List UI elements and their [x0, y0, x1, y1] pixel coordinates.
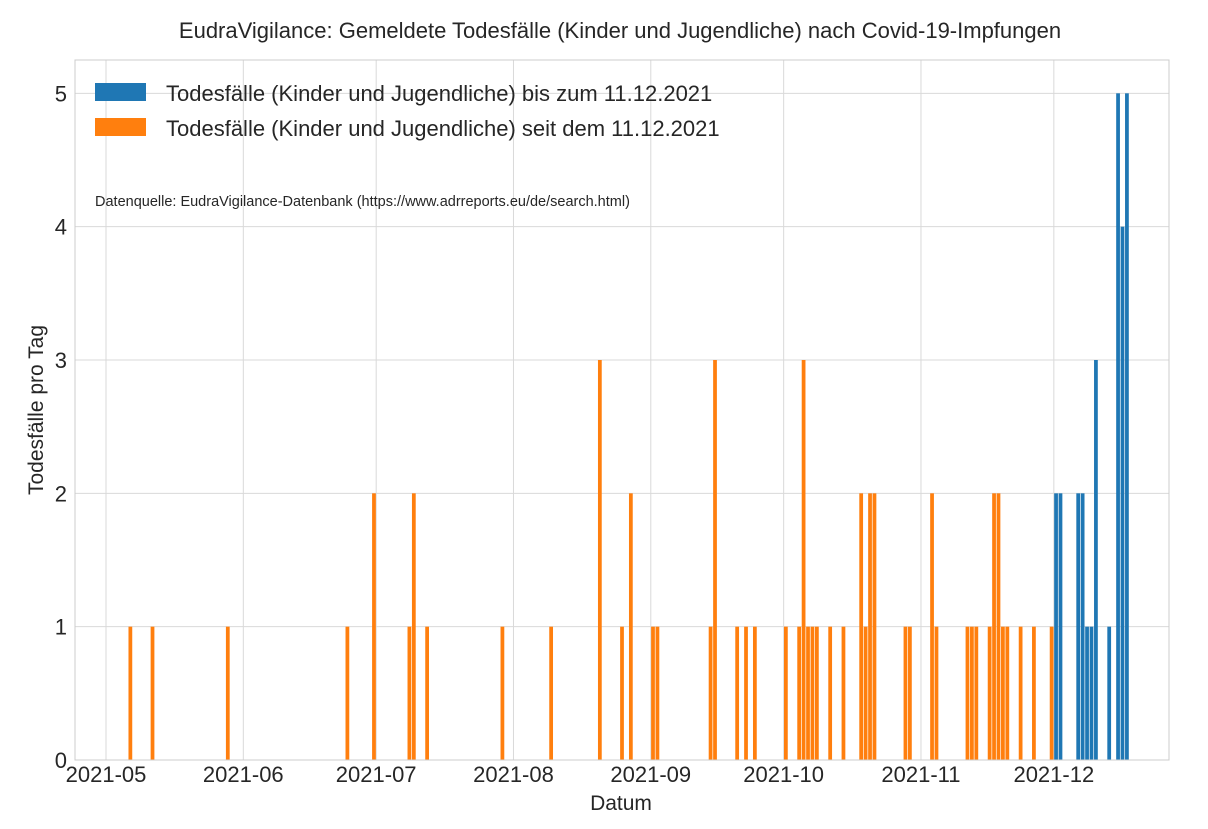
bar-since-11-12-2021 — [549, 626, 554, 760]
gridlines — [75, 60, 1169, 761]
bar-until-11-12-2021 — [1054, 493, 1058, 760]
bar-since-11-12-2021 — [411, 493, 416, 760]
bar-since-11-12-2021 — [651, 626, 655, 760]
x-axis-label: Datum — [590, 792, 652, 815]
bar-since-11-12-2021 — [1005, 626, 1010, 760]
bar-since-11-12-2021 — [225, 626, 230, 760]
bar-until-11-12-2021 — [1058, 493, 1063, 760]
bar-since-11-12-2021 — [987, 626, 992, 760]
bar-since-11-12-2021 — [784, 626, 788, 760]
bar-since-11-12-2021 — [735, 626, 740, 760]
bar-since-11-12-2021 — [752, 626, 757, 760]
bar-since-11-12-2021 — [1049, 626, 1054, 760]
y-tick-label: 0 — [55, 748, 67, 773]
x-tick-label: 2021-07 — [336, 762, 417, 787]
bars — [128, 93, 1129, 761]
bar-since-11-12-2021 — [801, 360, 806, 760]
bar-since-11-12-2021 — [859, 493, 864, 760]
bar-until-11-12-2021 — [1125, 93, 1129, 760]
bar-since-11-12-2021 — [841, 626, 846, 760]
bar-until-11-12-2021 — [1120, 226, 1125, 761]
bar-since-11-12-2021 — [128, 626, 133, 760]
x-tick-label: 2021-12 — [1013, 762, 1094, 787]
bar-since-11-12-2021 — [620, 626, 624, 760]
bar-since-11-12-2021 — [965, 626, 970, 760]
y-tick-label: 5 — [55, 81, 67, 106]
bar-since-11-12-2021 — [1018, 626, 1023, 760]
bar-since-11-12-2021 — [992, 493, 996, 760]
bar-since-11-12-2021 — [828, 626, 833, 760]
x-tick-label: 2021-10 — [743, 762, 824, 787]
legend: Todesfälle (Kinder und Jugendliche) bis … — [95, 81, 720, 141]
bar-since-11-12-2021 — [996, 493, 1001, 760]
bar-since-11-12-2021 — [1001, 626, 1005, 760]
x-tick-label: 2021-08 — [473, 762, 554, 787]
bar-since-11-12-2021 — [372, 493, 376, 760]
y-tick-label: 3 — [55, 348, 67, 373]
x-tick-label: 2021-11 — [881, 762, 960, 787]
bar-since-11-12-2021 — [806, 626, 810, 760]
legend-swatch-orange — [95, 118, 146, 136]
data-source-annotation: Datenquelle: EudraVigilance-Datenbank (h… — [95, 194, 630, 210]
bar-since-11-12-2021 — [863, 626, 868, 760]
legend-entry-orange: Todesfälle (Kinder und Jugendliche) seit… — [166, 116, 720, 141]
x-tick-label: 2021-09 — [610, 762, 691, 787]
bar-until-11-12-2021 — [1107, 626, 1112, 760]
bar-since-11-12-2021 — [810, 626, 815, 760]
bar-since-11-12-2021 — [797, 626, 802, 760]
bar-since-11-12-2021 — [744, 626, 748, 760]
y-tick-label: 1 — [55, 615, 67, 640]
bar-until-11-12-2021 — [1094, 360, 1098, 760]
tick-labels: 0 1 2 3 4 5 2021-05 2021-06 2021-07 2021-08 2021-0… — [55, 81, 1094, 787]
bar-since-11-12-2021 — [868, 493, 872, 760]
bar-since-11-12-2021 — [708, 626, 713, 760]
bar-since-11-12-2021 — [970, 626, 974, 760]
bar-since-11-12-2021 — [628, 493, 633, 760]
bar-since-11-12-2021 — [655, 626, 660, 760]
legend-swatch-blue — [95, 83, 146, 101]
bar-since-11-12-2021 — [903, 626, 908, 760]
bar-since-11-12-2021 — [934, 626, 939, 760]
bar-since-11-12-2021 — [930, 493, 934, 760]
x-tick-label: 2021-06 — [203, 762, 284, 787]
y-tick-label: 4 — [55, 215, 67, 240]
bar-since-11-12-2021 — [908, 626, 912, 760]
x-tick-label: 2021-05 — [66, 762, 147, 787]
bar-until-11-12-2021 — [1085, 626, 1089, 760]
y-tick-label: 2 — [55, 481, 67, 506]
bar-since-11-12-2021 — [500, 626, 505, 760]
bar-until-11-12-2021 — [1076, 493, 1081, 760]
bar-since-11-12-2021 — [872, 493, 877, 760]
bar-since-11-12-2021 — [1032, 626, 1036, 760]
bar-since-11-12-2021 — [345, 626, 350, 760]
bar-until-11-12-2021 — [1080, 493, 1085, 760]
plot-frame — [74, 59, 1170, 761]
legend-entry-blue: Todesfälle (Kinder und Jugendliche) bis … — [166, 81, 712, 106]
bar-since-11-12-2021 — [425, 626, 429, 760]
bar-since-11-12-2021 — [407, 626, 412, 760]
bar-since-11-12-2021 — [815, 626, 819, 760]
bar-until-11-12-2021 — [1089, 626, 1094, 760]
bar-since-11-12-2021 — [597, 360, 602, 760]
chart-title: EudraVigilance: Gemeldete Todesfälle (Ki… — [179, 18, 1061, 43]
bar-until-11-12-2021 — [1116, 93, 1120, 760]
bar-since-11-12-2021 — [713, 360, 717, 760]
bar-since-11-12-2021 — [974, 626, 979, 760]
y-axis-label: Todesfälle pro Tag — [25, 325, 48, 495]
bar-since-11-12-2021 — [150, 626, 155, 760]
